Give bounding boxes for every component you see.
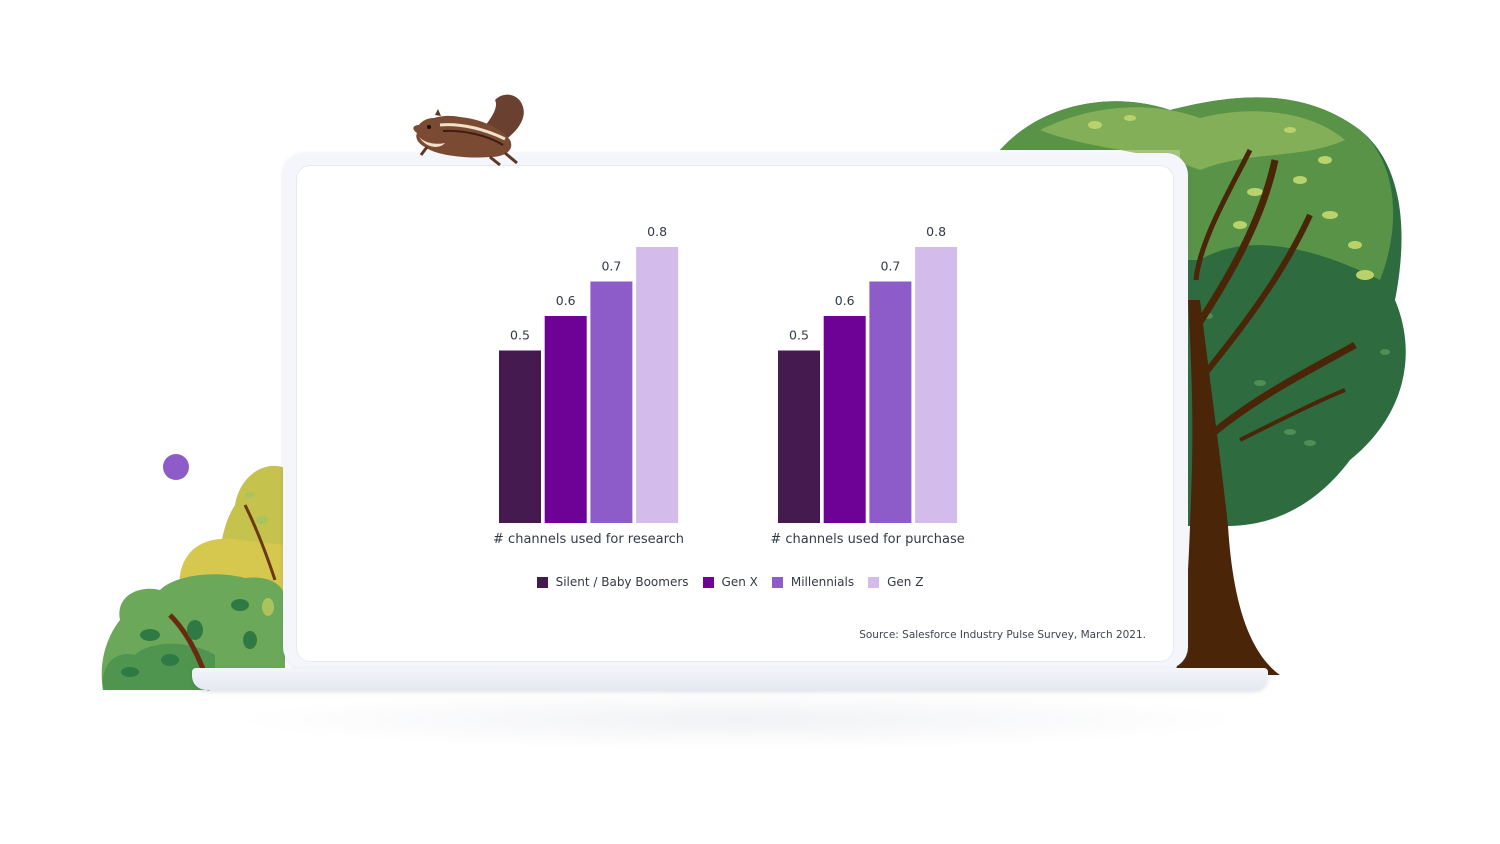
bar-value-label: 0.5 [789, 328, 809, 343]
bar [869, 281, 912, 523]
category-label: # channels used for research [493, 532, 684, 547]
tree-illustration [1000, 97, 1406, 675]
purple-dot [163, 454, 189, 480]
legend-item-gen-x: Gen X [702, 575, 758, 589]
category-label: # channels used for purchase [770, 532, 964, 547]
bar [778, 350, 820, 523]
laptop-shadow [230, 690, 1250, 750]
bar-value-label: 0.5 [510, 328, 530, 343]
bar-value-label: 0.7 [880, 259, 900, 274]
bar-value-label: 0.6 [556, 293, 576, 308]
bar [915, 247, 958, 523]
bar [544, 316, 587, 523]
legend-swatch [536, 576, 548, 588]
source-note: Source: Salesforce Industry Pulse Survey… [859, 629, 1146, 641]
bar [499, 350, 541, 523]
bar-value-label: 0.6 [835, 293, 855, 308]
bar [590, 281, 633, 523]
legend-swatch [868, 576, 880, 588]
bar-value-label: 0.8 [926, 224, 946, 239]
legend-label: Silent / Baby Boomers [555, 575, 689, 589]
chart-legend: Silent / Baby Boomers Gen X Millennials … [0, 575, 1460, 589]
laptop-screen [296, 165, 1174, 662]
legend-item-millennials: Millennials [771, 575, 855, 589]
legend-label: Gen X [721, 575, 758, 589]
bar [823, 316, 866, 523]
bar-value-label: 0.8 [647, 224, 667, 239]
legend-label: Millennials [790, 575, 855, 589]
legend-swatch [702, 576, 714, 588]
chipmunk-illustration [413, 94, 524, 167]
laptop-base [192, 668, 1268, 690]
bar [636, 247, 679, 523]
bar-value-label: 0.7 [601, 259, 621, 274]
legend-swatch [771, 576, 783, 588]
legend-label: Gen Z [887, 575, 924, 589]
legend-item-silent-baby-boomers: Silent / Baby Boomers [536, 575, 689, 589]
legend-item-gen-z: Gen Z [868, 575, 923, 589]
bush-illustration [101, 465, 285, 691]
